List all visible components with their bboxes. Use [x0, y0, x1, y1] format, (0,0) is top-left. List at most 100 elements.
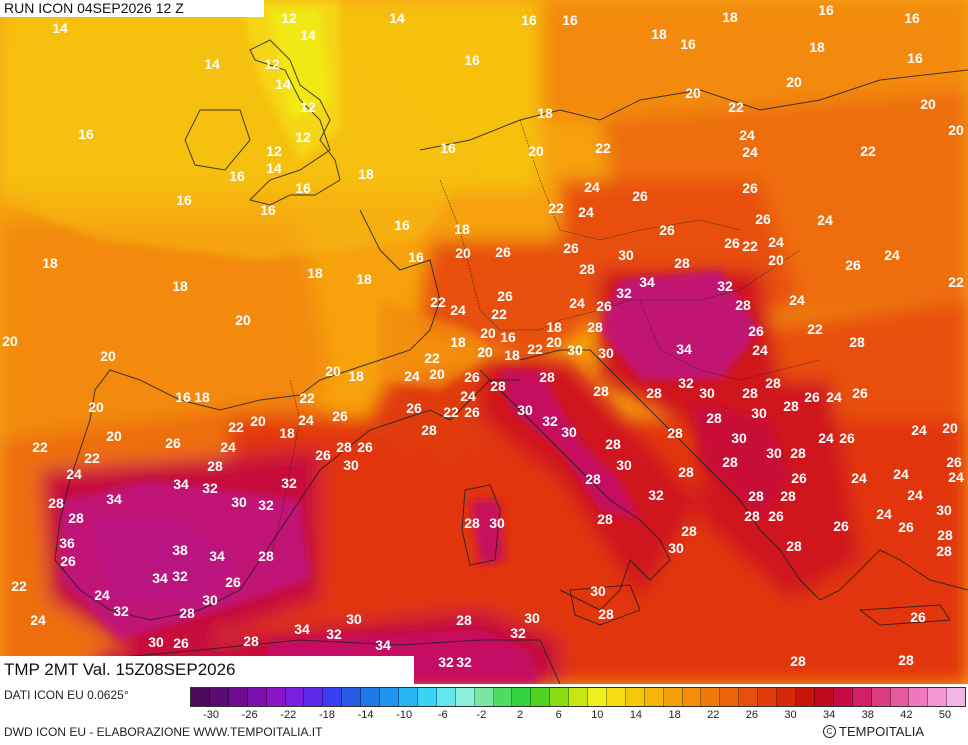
temperature-label: 28	[849, 334, 865, 350]
temperature-label: 28	[597, 511, 613, 527]
temperature-label: 28	[898, 652, 914, 668]
color-scale-swatch	[909, 688, 929, 706]
color-scale-tick: -6	[437, 709, 448, 721]
copyright-icon: C	[823, 725, 836, 738]
color-scale-swatch	[833, 688, 853, 706]
temperature-label: 32	[616, 285, 632, 301]
temperature-label: 22	[84, 450, 100, 466]
temperature-label: 30	[668, 540, 684, 556]
temperature-label: 20	[88, 399, 104, 415]
variable-label: TMP 2MT Val. 15Z08SEP2026	[0, 656, 414, 684]
footer: DATI ICON EU 0.0625° -30 -26 -22 -18 -14 -10-…	[0, 684, 968, 745]
color-scale-swatch	[550, 688, 570, 706]
temperature-label: 30	[517, 402, 533, 418]
temperature-label: 24	[884, 247, 900, 263]
temperature-label: 12	[264, 56, 280, 72]
color-scale-tick: -14	[357, 709, 374, 721]
color-scale-swatch	[701, 688, 721, 706]
temperature-label: 28	[605, 436, 621, 452]
color-scale-tick: -30	[203, 709, 219, 721]
color-scale-swatch	[758, 688, 778, 706]
temperature-label: 28	[579, 261, 595, 277]
color-scale-tick: -10	[396, 709, 413, 721]
temperature-label: 30	[346, 611, 362, 627]
hot-cores	[0, 0, 790, 684]
temperature-label: 18	[307, 265, 323, 281]
temperature-label: 26	[839, 430, 855, 446]
color-scale-swatch	[644, 688, 664, 706]
temperature-label: 24	[817, 212, 833, 228]
temperature-label: 22	[595, 140, 611, 156]
temperature-label: 18	[194, 389, 210, 405]
temperature-label: 12	[295, 129, 311, 145]
temperature-label: 28	[780, 488, 796, 504]
temperature-label: 30	[731, 430, 747, 446]
temperature-map[interactable]: 14 14 12 14 16 16 18 16 16 18 16 18 16 14 12 16 14 20 20 12…	[0, 0, 968, 684]
temperature-label: 16	[500, 329, 516, 345]
temperature-label: 18	[651, 26, 667, 42]
color-scale-swatch	[663, 688, 683, 706]
temperature-label: 16	[680, 36, 696, 52]
temperature-label: 26	[173, 635, 189, 651]
temperature-label: 26	[464, 369, 480, 385]
temperature-label: 28	[937, 527, 953, 543]
temperature-label: 32	[678, 375, 694, 391]
color-scale-swatch	[266, 688, 286, 706]
temperature-label: 24	[298, 412, 314, 428]
temperature-label: 20	[106, 428, 122, 444]
temperature-label: 24	[911, 422, 927, 438]
temperature-label: 28	[790, 653, 806, 669]
temperature-label: 28	[783, 398, 799, 414]
temperature-label: 28	[742, 385, 758, 401]
temperature-label: 26	[724, 235, 740, 251]
temperature-label: 26	[898, 519, 914, 535]
color-scale-tick: 6	[555, 709, 562, 721]
temperature-label: 26	[632, 188, 648, 204]
temperature-label: 28	[744, 508, 760, 524]
temperature-label: 16	[562, 12, 578, 28]
color-scale-swatch	[796, 688, 815, 706]
temperature-label: 22	[491, 306, 507, 322]
temperature-label: 30	[766, 445, 782, 461]
temperature-label: 30	[618, 247, 634, 263]
temperature-label: 28	[593, 383, 609, 399]
temperature-label: 28	[722, 454, 738, 470]
color-scale-tick: 14	[629, 709, 643, 721]
temperature-label: 18	[454, 221, 470, 237]
color-scale-bar	[190, 687, 966, 707]
temperature-label: 16	[260, 202, 276, 218]
temperature-label: 28	[936, 543, 952, 559]
color-scale-swatch	[625, 688, 645, 706]
temperature-label: 14	[52, 20, 68, 36]
temperature-label: 24	[578, 204, 594, 220]
temperature-label: 32	[326, 626, 342, 642]
temperature-label: 22	[807, 321, 823, 337]
temperature-label: 26	[659, 222, 675, 238]
temperature-label: 20	[528, 143, 544, 159]
temperature-label: 28	[421, 422, 437, 438]
temperature-label: 26	[315, 447, 331, 463]
temperature-label: 26	[742, 180, 758, 196]
temperature-label: 20	[2, 333, 18, 349]
color-scale-tick: 38	[861, 709, 874, 721]
temperature-label: 26	[464, 404, 480, 420]
color-scale-tick: 26	[745, 709, 758, 721]
temperature-label: 26	[563, 240, 579, 256]
temperature-label: 14	[300, 27, 316, 43]
color-scale-tick: -22	[280, 709, 297, 721]
color-scale-tick: 22	[707, 709, 720, 721]
temperature-label: 20	[480, 325, 496, 341]
color-scale-swatch	[304, 688, 324, 706]
temperature-label: 30	[524, 610, 540, 626]
temperature-label: 26	[852, 385, 868, 401]
temperature-label: 30	[567, 342, 583, 358]
color-scale-swatch	[493, 688, 513, 706]
temperature-label: 20	[942, 420, 958, 436]
temperature-label: 24	[818, 430, 834, 446]
temperature-label: 28	[678, 464, 694, 480]
temperature-label: 24	[876, 506, 892, 522]
color-scale-swatch	[569, 688, 589, 706]
temperature-label: 24	[569, 295, 585, 311]
temperature-label: 28	[706, 410, 722, 426]
